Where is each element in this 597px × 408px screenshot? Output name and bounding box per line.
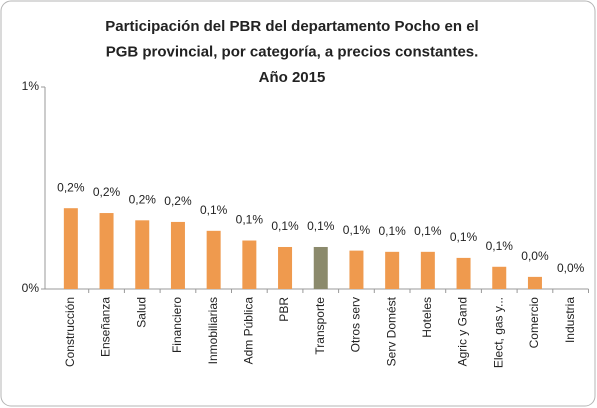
bar	[420, 251, 435, 289]
x-tick-label: Industria	[563, 297, 577, 343]
x-tick-label: Otros serv	[349, 297, 363, 352]
bar	[206, 230, 221, 289]
chart-title: Participación del PBR del departamento P…	[105, 18, 478, 35]
value-label: 0,2%	[93, 185, 121, 199]
bar	[278, 246, 293, 289]
x-tick-label: Financiero	[170, 297, 184, 353]
y-tick-label: 0%	[22, 281, 40, 295]
x-tick-label: Transporte	[313, 297, 327, 355]
value-label: 0,1%	[486, 239, 514, 253]
x-tick-label: Elect, gas y...	[491, 297, 505, 368]
value-label: 0,2%	[129, 192, 157, 206]
x-tick-label: Construcción	[63, 297, 77, 367]
value-label: 0,1%	[200, 203, 228, 217]
bar	[456, 257, 471, 289]
value-label: 0,2%	[164, 194, 192, 208]
chart-title: PGB provincial, por categoría, a precios…	[106, 43, 479, 60]
bar	[527, 276, 542, 289]
y-tick-label: 1%	[22, 79, 40, 93]
bar	[63, 208, 78, 289]
x-tick-label: Enseñanza	[99, 297, 113, 357]
bar	[492, 266, 507, 289]
bar	[99, 213, 114, 289]
chart-title: Año 2015	[259, 69, 326, 86]
value-label: 0,0%	[557, 261, 585, 275]
value-label: 0,2%	[57, 180, 85, 194]
x-tick-label: Adm Pública	[242, 297, 256, 365]
value-label: 0,1%	[236, 213, 264, 227]
value-label: 0,0%	[521, 249, 549, 263]
x-tick-label: Comercio	[527, 297, 541, 349]
value-label: 0,1%	[271, 219, 299, 233]
value-label: 0,1%	[343, 223, 371, 237]
x-tick-label: Agric y Gand	[456, 297, 470, 366]
x-tick-label: PBR	[277, 297, 291, 322]
x-tick-label: Hoteles	[420, 297, 434, 338]
bar	[385, 251, 400, 289]
bar	[349, 250, 364, 289]
value-label: 0,1%	[414, 224, 442, 238]
value-label: 0,1%	[378, 224, 406, 238]
x-tick-label: Inmobiliarias	[206, 297, 220, 364]
x-tick-label: Serv Domést	[384, 296, 398, 366]
value-label: 0,1%	[450, 230, 478, 244]
bar	[135, 220, 150, 289]
bar	[170, 221, 185, 289]
bar	[313, 246, 328, 289]
value-label: 0,1%	[307, 219, 335, 233]
x-tick-label: Salud	[134, 297, 148, 328]
bar	[242, 240, 257, 289]
